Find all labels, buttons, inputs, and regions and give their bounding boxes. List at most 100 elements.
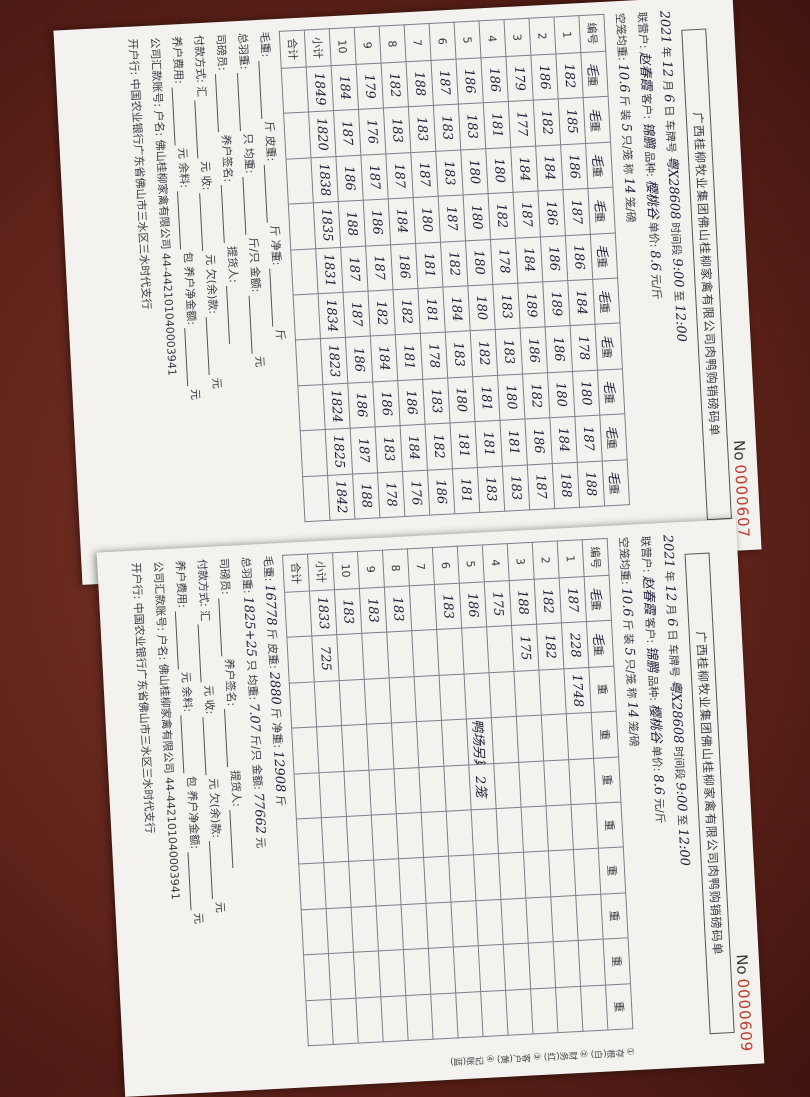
handwritten-value: 1834	[323, 298, 341, 333]
blank-field	[226, 285, 243, 345]
cell: 183	[422, 377, 451, 425]
printed-text: 只/笼	[619, 134, 635, 161]
printed-text: 斤	[620, 619, 635, 631]
handwritten-value: 186	[545, 245, 563, 272]
cell: 187	[513, 191, 541, 238]
cell: 188	[406, 60, 434, 108]
cell: 188	[577, 460, 605, 508]
printed-text: 重	[595, 256, 610, 269]
cell	[373, 859, 402, 906]
handwritten-value: 187	[366, 164, 383, 190]
cell: 175	[484, 580, 512, 628]
cell	[300, 429, 328, 477]
cell	[336, 633, 365, 681]
header-cell: 毛重	[583, 96, 611, 144]
cell: 186	[530, 53, 559, 101]
row-label: 8	[379, 24, 407, 64]
handwritten-value: 183	[482, 476, 500, 502]
printed-text: 称	[621, 163, 635, 175]
handwritten-value: 187	[348, 301, 365, 328]
handwritten-text: 毛	[605, 470, 622, 485]
cell: 1842	[327, 473, 355, 521]
cell: 183	[445, 331, 473, 378]
blank-field	[206, 316, 223, 376]
printed-text: 元/斤	[652, 797, 667, 825]
handwritten-value: 187	[568, 199, 585, 225]
handwritten-text: 5	[618, 123, 634, 133]
printed-text: 月	[660, 79, 675, 92]
handwritten-text: 1825+25	[240, 596, 259, 658]
header-cell: 毛重	[580, 51, 609, 98]
handwritten-value: 187	[391, 162, 408, 189]
cell	[376, 904, 404, 952]
printed-text: 斤	[273, 329, 287, 341]
row-label: 合计	[279, 30, 307, 69]
handwritten-text: 10.6	[618, 587, 635, 618]
row-label: 7	[407, 547, 435, 586]
handwritten-text: 14	[620, 177, 637, 195]
handwritten-value: 186	[353, 392, 370, 418]
cell	[441, 719, 469, 766]
handwritten-value: 182	[561, 63, 578, 89]
cell: 1838	[310, 156, 339, 203]
cell	[580, 984, 608, 1032]
row-label: 小计	[304, 28, 332, 67]
printed-text: 元 余料:	[175, 147, 191, 189]
cell	[525, 896, 554, 944]
cell: 2笼	[468, 763, 497, 810]
handwritten-text: 毛	[587, 586, 604, 601]
handwritten-value: 181	[400, 344, 418, 370]
handwritten-value: 181	[488, 112, 506, 138]
cell: 182	[425, 423, 453, 470]
cell	[498, 852, 526, 900]
cell: 187	[438, 195, 466, 242]
printed-text: 装	[618, 109, 632, 121]
cell	[291, 727, 319, 774]
printed-text: 重	[591, 644, 606, 657]
cell	[364, 677, 392, 725]
cell	[480, 989, 508, 1037]
handwritten-value: 187	[580, 425, 597, 452]
printed-text: 重	[602, 392, 617, 405]
handwritten-value: 189	[523, 292, 540, 318]
cell: 186	[480, 56, 509, 104]
cell	[518, 760, 547, 808]
printed-text: 养户签名:	[219, 134, 235, 183]
cell	[323, 861, 352, 909]
printed-text: 单价:	[649, 745, 664, 772]
cell: 182	[470, 329, 498, 377]
cell	[328, 952, 356, 999]
cell	[302, 474, 330, 522]
handwritten-text: 毛	[584, 62, 601, 77]
printed-text: 斤 净重:	[269, 707, 285, 749]
cell: 187	[410, 151, 439, 198]
handwritten-text: 12	[658, 60, 675, 78]
cell: 183	[458, 103, 486, 150]
header-cell: 重	[603, 937, 631, 985]
handwritten-value: 182	[386, 72, 403, 98]
cell: 183	[435, 149, 464, 197]
cell: 184	[331, 64, 359, 112]
row-label: 1	[557, 539, 585, 578]
handwritten-text: 77662	[250, 792, 268, 835]
printed-text: 装	[621, 633, 636, 645]
cell: 186	[565, 233, 593, 281]
cell: 187	[343, 291, 371, 338]
blank-field	[184, 327, 201, 387]
printed-text: 斤/只 金额:	[246, 237, 263, 293]
row-label: 8	[382, 548, 410, 588]
handwritten-value: 187	[339, 120, 356, 146]
handwritten-value: 183	[463, 113, 481, 140]
cell	[439, 673, 467, 721]
cell	[538, 668, 567, 716]
printed-text: 养户费用:	[173, 559, 189, 609]
cell: 180	[413, 196, 441, 244]
handwritten-value: 186	[461, 68, 478, 94]
cell	[294, 772, 322, 819]
cell	[290, 248, 319, 295]
handwritten-value: 鸭场另算	[469, 718, 488, 765]
handwritten-text: 樱桃谷	[643, 179, 661, 220]
handwritten-value: 186	[403, 389, 420, 416]
cell: 183	[359, 587, 387, 634]
cell: 176	[402, 469, 430, 517]
